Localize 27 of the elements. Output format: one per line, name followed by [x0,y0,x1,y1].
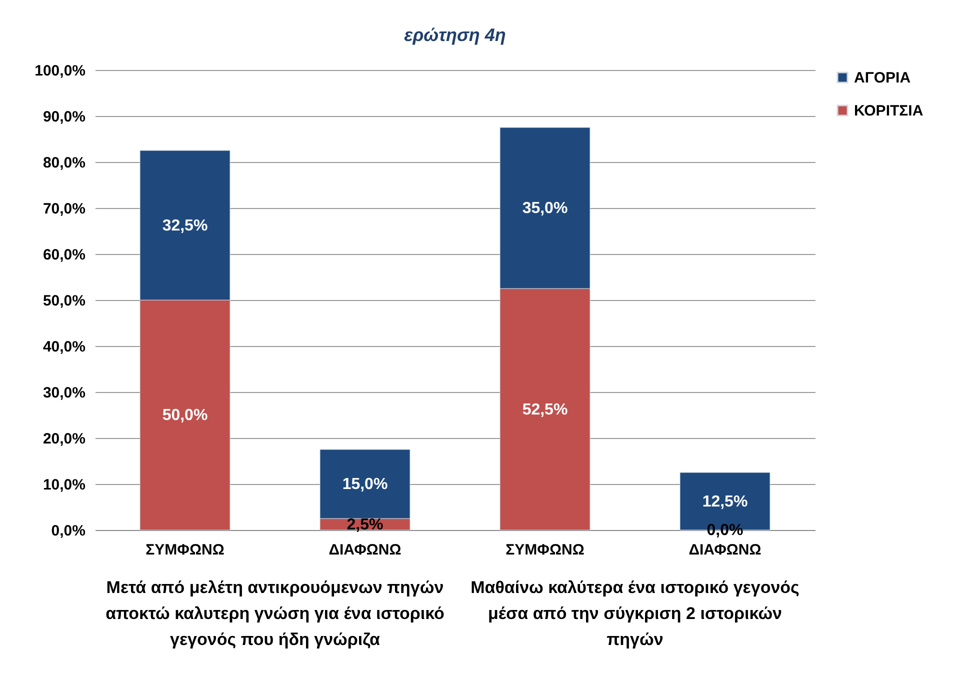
data-label: 52,5% [522,401,568,418]
y-tick-label: 40,0% [42,338,86,356]
y-tick-label: 60,0% [42,246,86,264]
legend-label: ΑΓΟΡΙΑ [854,70,911,86]
x-tick-label: ΔΙΑΦΩΝΩ [328,542,402,558]
data-label: 2,5% [346,516,384,534]
legend-label: ΚΟΡΙΤΣΙΑ [854,102,924,120]
y-tick-label: 90,0% [42,108,86,126]
y-tick-label: 10,0% [42,476,86,494]
x-tick-label: ΣΥΜΦΩΝΩ [146,542,224,558]
data-label: 50,0% [162,407,208,424]
y-tick-label: 70,0% [42,200,86,218]
y-tick-label: 30,0% [42,384,86,402]
text: Μετά από μελέτη αντικρουόμενων πηγών αποκτώ καλυτερη γνώση για ένα ιστορικό γεγονός που ήδη γνώριζα [104,577,446,651]
x-tick-label: ΣΥΜΦΩΝΩ [506,542,584,558]
y-tick-label: 80,0% [42,154,86,172]
y-tick-label: 20,0% [42,430,86,448]
y-tick-label: 0,0% [51,522,86,540]
chart-title: ερώτηση 4η [404,25,506,45]
y-tick-label: 50,0% [42,292,86,310]
text: Μαθαίνω καλύτερα ένα ιστορικό γεγονός μέσα από την σύγκριση 2 ιστορικών πηγών [470,577,800,651]
data-label: 12,5% [702,493,748,510]
x-tick-label: ΔΙΑΦΩΝΩ [688,542,762,558]
data-label: 35,0% [522,200,568,217]
y-tick-label: 100,0% [34,62,86,80]
data-label: 32,5% [162,217,208,234]
data-label: 15,0% [342,476,388,493]
